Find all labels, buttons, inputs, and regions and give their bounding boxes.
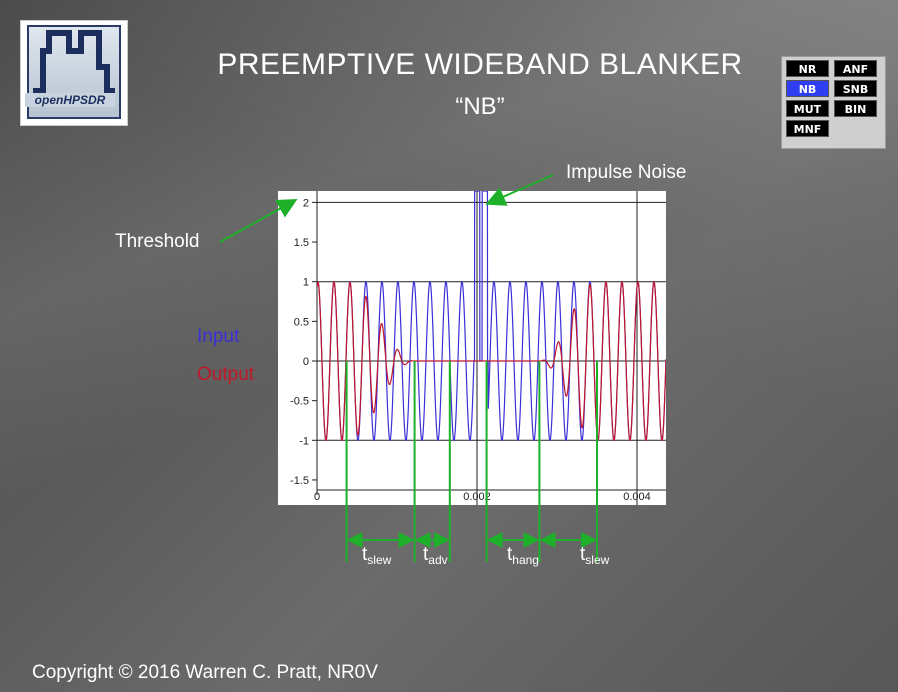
copyright-text: Copyright © 2016 Warren C. Pratt, NR0V xyxy=(32,662,378,683)
output-series-line xyxy=(317,280,666,442)
snb-button[interactable]: SNB xyxy=(834,80,877,97)
x-tick-label: 0.004 xyxy=(623,491,651,503)
threshold-arrow xyxy=(219,199,298,243)
openhpsdr-logo: openHPSDR xyxy=(20,20,128,126)
slide-title: PREEMPTIVE WIDEBAND BLANKER xyxy=(217,48,743,81)
interval-label-thang: thang xyxy=(507,544,539,567)
y-tick-label: -1 xyxy=(299,435,309,447)
y-tick-label: 2 xyxy=(303,197,309,209)
nb-button[interactable]: NB xyxy=(786,80,829,97)
y-tick-label: 0.5 xyxy=(294,316,309,328)
y-tick-label: -0.5 xyxy=(290,396,309,408)
impulse-noise-label: Impulse Noise xyxy=(566,162,687,183)
chart-background xyxy=(278,191,666,505)
impulse-noise-arrow xyxy=(485,174,554,206)
interval-label-tslew-1: tslew xyxy=(362,544,392,567)
y-tick-label: 1 xyxy=(303,277,309,289)
interval-label-tadv: tadv xyxy=(423,544,448,567)
anf-button[interactable]: ANF xyxy=(834,60,877,77)
dsp-button-panel: NR ANF NB SNB MUT BIN MNF xyxy=(781,56,886,149)
y-tick-label: -1.5 xyxy=(290,475,309,487)
x-tick-label: 0.002 xyxy=(463,491,491,503)
slide-subtitle: “NB” xyxy=(455,93,505,120)
y-tick-label: 1.5 xyxy=(294,237,309,249)
output-legend-label: Output xyxy=(197,364,255,385)
nr-button[interactable]: NR xyxy=(786,60,829,77)
bin-button[interactable]: BIN xyxy=(834,100,877,117)
y-tick-label: 0 xyxy=(303,356,309,368)
x-tick-label: 0 xyxy=(314,491,320,503)
logo-text: openHPSDR xyxy=(25,93,115,107)
threshold-label: Threshold xyxy=(115,231,200,252)
logo-waveform-icon xyxy=(33,30,115,94)
mnf-button[interactable]: MNF xyxy=(786,120,829,137)
input-legend-label: Input xyxy=(197,326,240,347)
interval-label-tslew-2: tslew xyxy=(580,544,610,567)
mut-button[interactable]: MUT xyxy=(786,100,829,117)
